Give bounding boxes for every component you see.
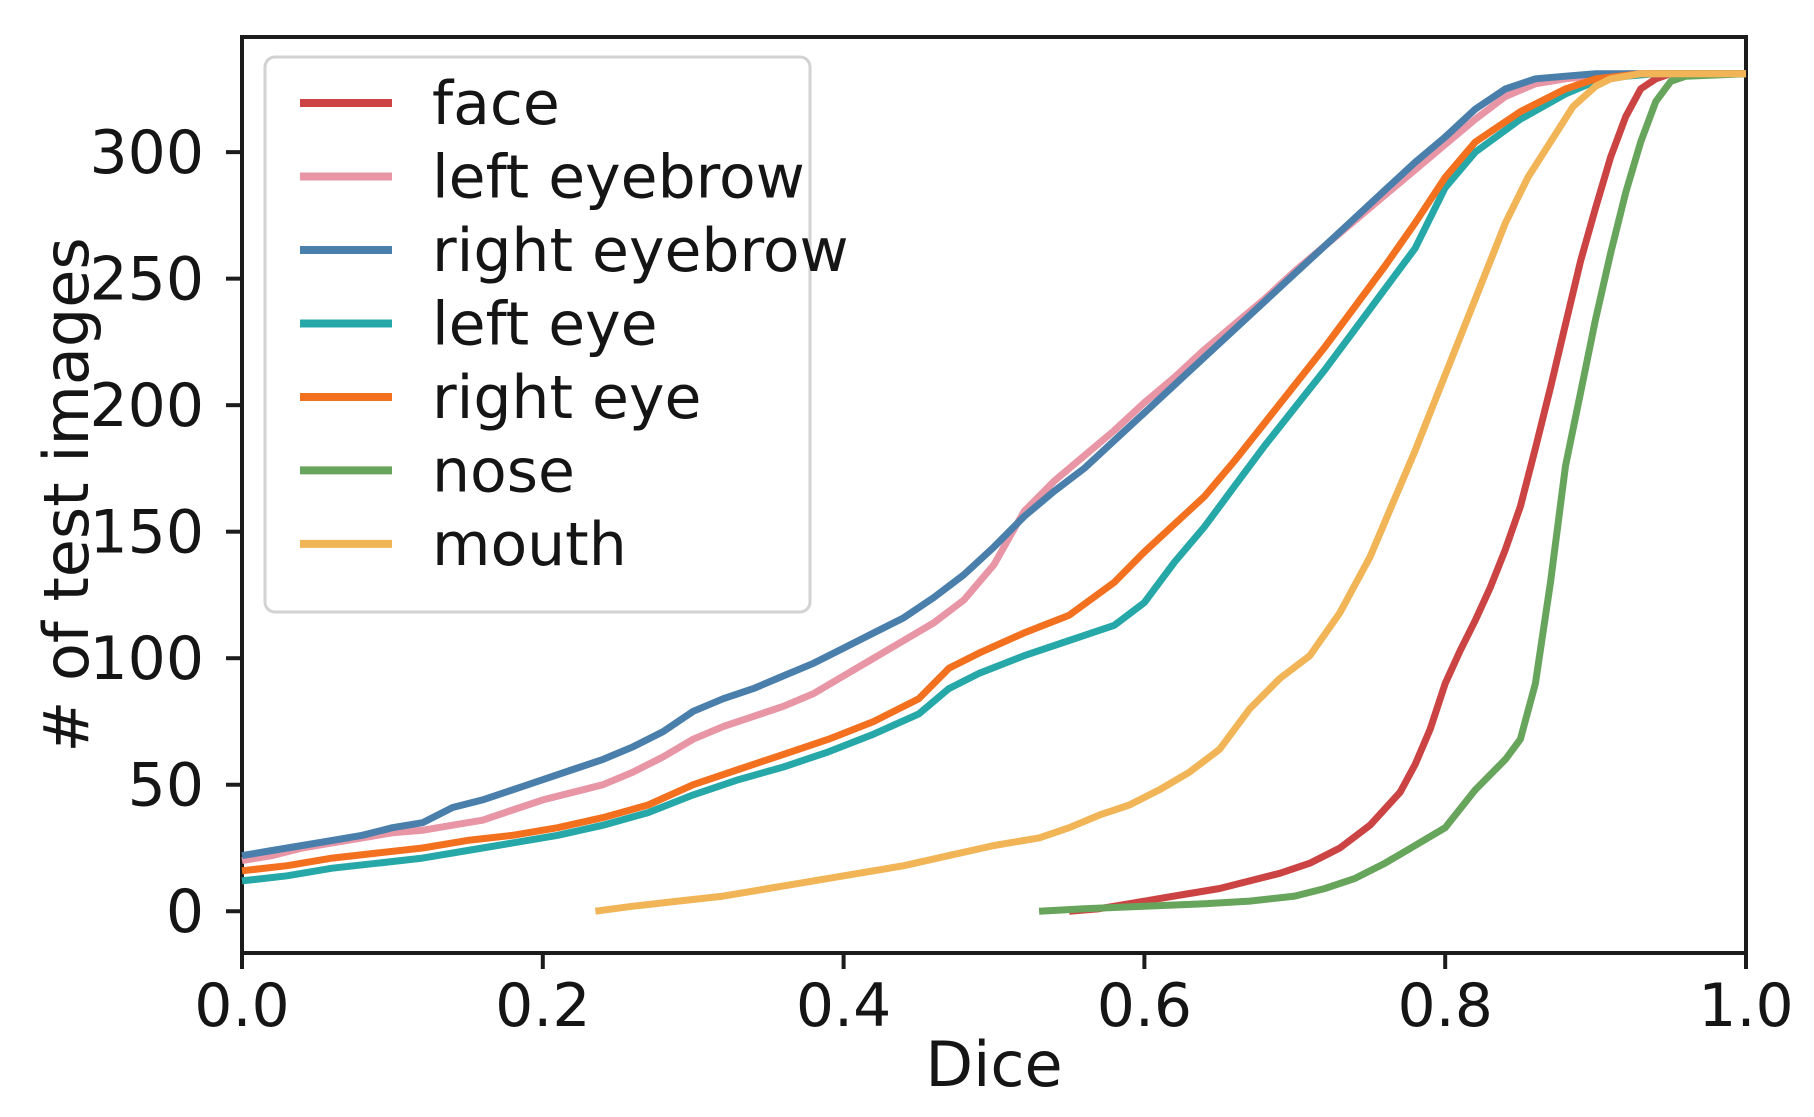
series-line-right-eye bbox=[241, 70, 1746, 875]
legend-label-nose: nose bbox=[432, 436, 575, 506]
y-axis-label: # of test images bbox=[30, 237, 103, 752]
legend-label-left-eye: left eye bbox=[432, 289, 658, 359]
y-tick-label: 300 bbox=[89, 118, 204, 188]
series-line-nose bbox=[1038, 70, 1747, 915]
y-tick-label: 150 bbox=[89, 498, 204, 568]
axes-ticks: 0.0 0.2 0.4 0.6 0.8 1.0 0 50 100 150 200 250 300 bbox=[89, 118, 1793, 1041]
x-tick-label: 0.0 bbox=[194, 971, 289, 1041]
legend-label-face: face bbox=[432, 69, 560, 139]
y-tick-label: 200 bbox=[89, 371, 204, 441]
plot-frame bbox=[240, 35, 1748, 955]
y-tick-label: 250 bbox=[89, 245, 204, 315]
y-tick-label: 100 bbox=[89, 624, 204, 694]
legend-label-right-eyebrow: right eyebrow bbox=[432, 216, 849, 286]
series-line-left-eyebrow bbox=[241, 70, 1746, 865]
legend-label-left-eyebrow: left eyebrow bbox=[432, 142, 805, 212]
series-line-mouth bbox=[594, 70, 1746, 915]
x-tick-label: 0.8 bbox=[1397, 971, 1492, 1041]
legend-label-right-eye: right eye bbox=[432, 363, 701, 433]
series-line-right-eyebrow bbox=[241, 70, 1746, 860]
y-tick-label: 50 bbox=[128, 751, 204, 821]
x-tick-label: 0.6 bbox=[1097, 971, 1192, 1041]
series-lines bbox=[241, 70, 1747, 915]
x-axis-label: Dice bbox=[925, 1028, 1062, 1101]
series-line-left-eye bbox=[241, 70, 1746, 885]
legend-label-mouth: mouth bbox=[432, 510, 627, 580]
series-line-face bbox=[1068, 70, 1746, 915]
x-tick-label: 0.4 bbox=[796, 971, 891, 1041]
axes-spines bbox=[240, 35, 1748, 955]
x-tick-label: 1.0 bbox=[1698, 971, 1793, 1041]
legend-box bbox=[263, 55, 812, 614]
y-tick-label: 0 bbox=[166, 877, 204, 947]
x-tick-label: 0.2 bbox=[495, 971, 590, 1041]
